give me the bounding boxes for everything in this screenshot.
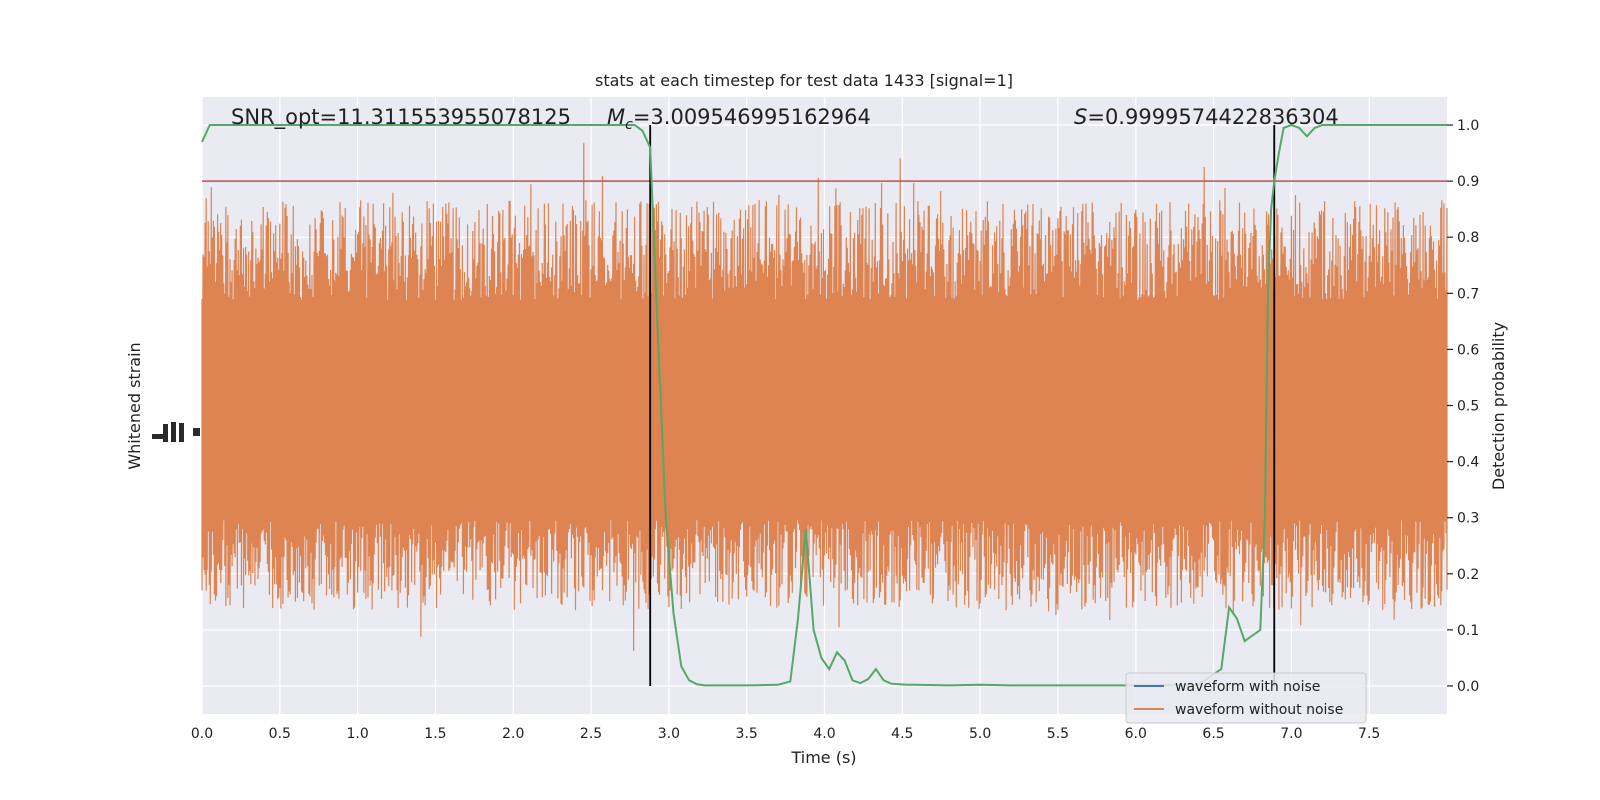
chirp-mass-annotation: Mc=3.009546995162964	[607, 105, 871, 133]
x-tick-label-15: 7.5	[1358, 726, 1380, 742]
legend-label-without-noise: waveform without noise	[1175, 702, 1343, 718]
x-tick-label-5: 2.5	[580, 726, 602, 742]
y-tick-label-0: 0.0	[1457, 679, 1479, 695]
x-tick-label-14: 7.0	[1280, 726, 1302, 742]
x-tick-label-11: 5.5	[1047, 726, 1069, 742]
chirp-mass-subscript: c	[625, 117, 633, 133]
detection-statistic-annotation: S=0.9999574422836304	[1074, 105, 1339, 129]
y-tick-label-5: 0.5	[1457, 399, 1479, 415]
strain-noise-trace	[201, 142, 1448, 651]
y-tick-label-7: 0.7	[1457, 286, 1479, 302]
y-tick-label-10: 1.0	[1457, 118, 1479, 134]
strain-waveform	[201, 142, 1448, 651]
left-axis-ticks	[152, 422, 200, 442]
x-tick-label-4: 2.0	[502, 726, 524, 742]
x-tick-label-2: 1.0	[346, 726, 368, 742]
y-tick-label-8: 0.8	[1457, 230, 1479, 246]
statistic-value: =0.9999574422836304	[1087, 105, 1338, 129]
y-tick-label-2: 0.2	[1457, 567, 1479, 583]
x-axis-label: Time (s)	[790, 748, 856, 767]
snr-annotation: SNR_opt=11.311553955078125	[231, 105, 571, 130]
x-tick-label-7: 3.5	[736, 726, 758, 742]
right-axis-label: Detection probability	[1489, 322, 1508, 490]
x-tick-label-1: 0.5	[269, 726, 291, 742]
x-tick-label-9: 4.5	[891, 726, 913, 742]
x-tick-label-6: 3.0	[658, 726, 680, 742]
y-tick-label-4: 0.4	[1457, 455, 1479, 471]
left-axis-label: Whitened strain	[125, 342, 144, 469]
x-tick-label-13: 6.5	[1202, 726, 1224, 742]
right-axis-ticks: 0.0 0.1 0.2 0.3 0.4 0.5 0.6 0.7 0.8 0.9 1.0	[1447, 118, 1479, 695]
event-marker-lines	[649, 125, 1276, 686]
x-tick-label-8: 4.0	[813, 726, 835, 742]
x-tick-label-3: 1.5	[424, 726, 446, 742]
chart-title: stats at each timestep for test data 143…	[595, 71, 1013, 90]
y-tick-label-3: 0.3	[1457, 511, 1479, 527]
y-tick-label-6: 0.6	[1457, 342, 1479, 358]
x-tick-label-12: 6.0	[1125, 726, 1147, 742]
statistic-symbol: S	[1074, 105, 1087, 129]
y-tick-label-9: 0.9	[1457, 174, 1479, 190]
legend-box	[1125, 672, 1367, 724]
x-tick-label-10: 5.0	[969, 726, 991, 742]
chirp-mass-value: =3.009546995162964	[633, 105, 871, 129]
x-axis-ticks: 0.0 0.5 1.0 1.5 2.0 2.5 3.0 3.5 4.0 4.5 5.0 5.5 6.0 6…	[191, 726, 1380, 742]
y-tick-label-1: 0.1	[1457, 623, 1479, 639]
chirp-mass-symbol: M	[607, 105, 625, 129]
x-tick-label-0: 0.0	[191, 726, 213, 742]
detection-probability-line	[201, 123, 1447, 687]
legend-label-with-noise: waveform with noise	[1175, 679, 1320, 695]
legend: waveform with noise waveform without noi…	[1125, 672, 1367, 724]
